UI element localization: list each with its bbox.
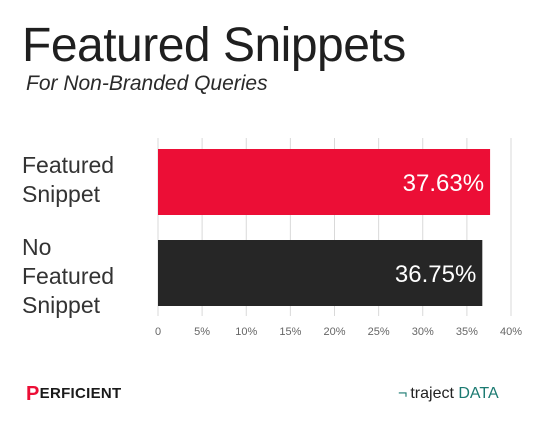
x-tick-label-3: 15% [279, 326, 301, 338]
x-tick-label-5: 25% [368, 326, 390, 338]
x-tick-label-0: 0 [155, 326, 161, 338]
traject-data-logo: ¬ traject DATA [398, 385, 499, 403]
perficient-logo-text: ERFICIENT [39, 385, 122, 402]
category-label-featured-snippet: Featured Snippet [22, 152, 115, 207]
chart-subtitle: For Non-Branded Queries [26, 72, 268, 95]
traject-logo-mark: ¬ [398, 385, 408, 402]
x-tick-label-2: 10% [235, 326, 257, 338]
bar-value-label-0: 37.63% [403, 170, 484, 197]
x-tick-label-8: 40% [500, 326, 522, 338]
category-label-no-featured-snippet: No Featured Snippet [22, 234, 115, 318]
chart-title: Featured Snippets [22, 19, 406, 72]
bar-1 [158, 240, 483, 306]
x-tick-label-1: 5% [194, 326, 210, 338]
bar-value-label-1: 36.75% [395, 261, 476, 288]
traject-logo-data-text: DATA [458, 385, 499, 402]
x-tick-label-6: 30% [412, 326, 434, 338]
perficient-logo-letter: P [26, 383, 40, 405]
perficient-logo: PERFICIENT [26, 383, 122, 406]
x-tick-label-4: 20% [323, 326, 345, 338]
bar-0 [158, 149, 491, 215]
traject-logo-text: traject [410, 385, 454, 402]
x-tick-label-7: 35% [456, 326, 478, 338]
